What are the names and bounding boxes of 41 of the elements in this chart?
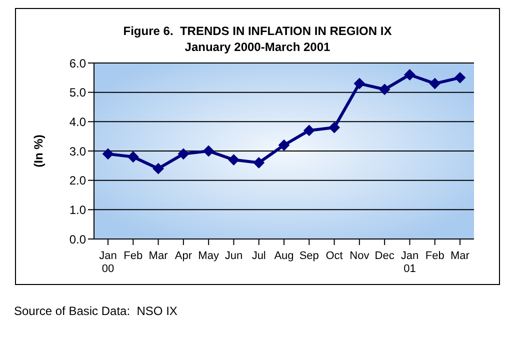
point: [128, 151, 139, 162]
point: [278, 140, 290, 151]
x-tick-label: Sep: [299, 250, 319, 262]
x-tick-label: Nov: [350, 250, 370, 262]
point: [228, 154, 240, 166]
x-tick-label: Aug: [274, 250, 294, 262]
x-tick-label: Jan 01: [400, 250, 419, 275]
point: [304, 124, 315, 136]
x-tick-label: Mar: [148, 250, 168, 262]
point: [404, 69, 416, 80]
x-tick-label: Feb: [124, 250, 143, 262]
y-tick-label: 6.0: [69, 56, 86, 70]
y-tick-label: 1.0: [69, 202, 86, 217]
source-note: Source of Basic Data: NSO IX: [14, 304, 178, 318]
y-axis-title: (In %): [31, 134, 46, 168]
y-tick-label: 0.0: [69, 232, 86, 246]
point: [152, 163, 164, 174]
point: [379, 84, 390, 95]
y-tick-label: 2.0: [69, 174, 86, 188]
point: [102, 148, 114, 160]
y-tick-label: 5.0: [69, 86, 86, 100]
x-tick-label: May: [198, 250, 220, 262]
x-tick-label: Mar: [450, 250, 470, 262]
x-tick-label: Jul: [252, 250, 266, 262]
point: [203, 146, 214, 156]
chart-subtitle: January 2000-March 2001: [184, 39, 332, 55]
point: [354, 78, 365, 90]
x-tick-label: Apr: [174, 250, 192, 262]
x-tick-label: Feb: [425, 250, 444, 262]
point: [328, 122, 340, 134]
point: [429, 78, 440, 90]
point: [454, 72, 466, 84]
y-tick-label: 3.0: [69, 144, 86, 158]
point: [178, 148, 189, 160]
chart-title: Figure 6. TRENDS IN INFLATION IN REGION IX: [122, 23, 393, 39]
x-tick-label: Jan 00: [99, 250, 117, 275]
y-tick-label: 4.0: [69, 114, 86, 129]
x-tick-label: Dec: [374, 250, 395, 262]
x-tick-label: Oct: [326, 250, 343, 262]
point: [253, 157, 264, 168]
x-tick-label: Jun: [224, 250, 243, 262]
